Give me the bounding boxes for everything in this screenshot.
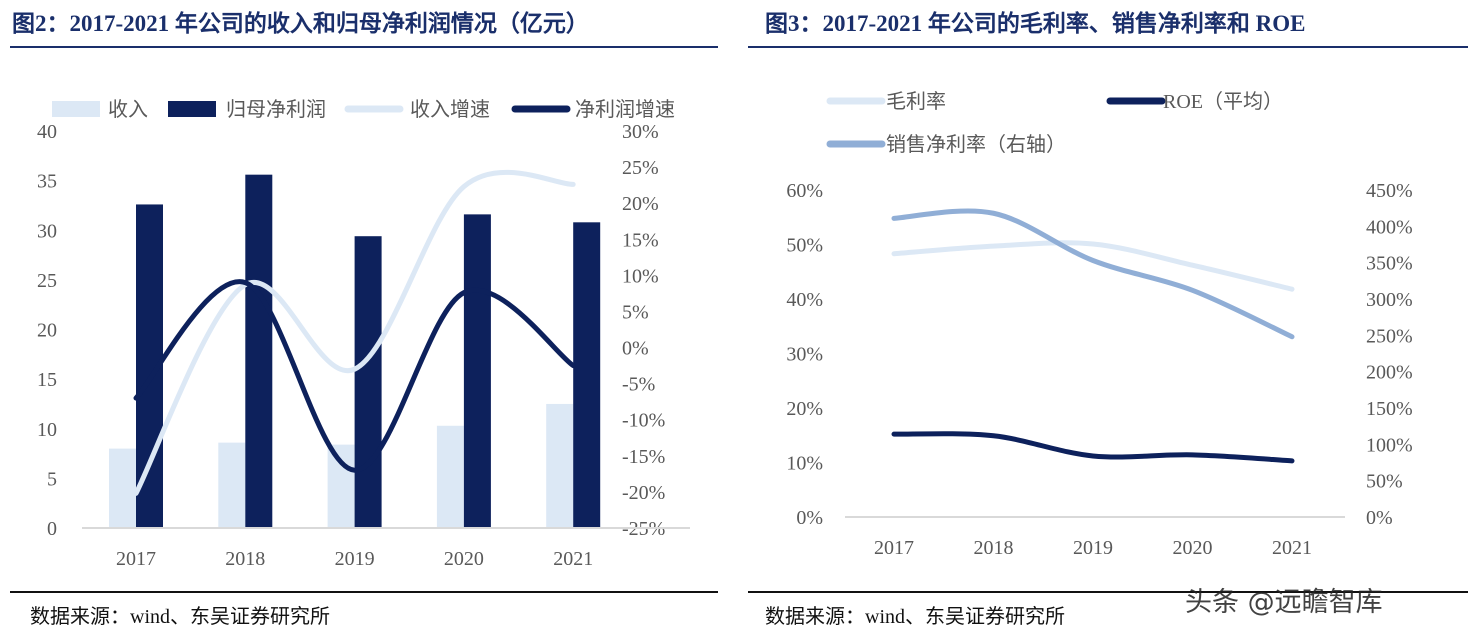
y-right-tick-label: -15% [622, 446, 665, 468]
y-left-tick-label: 0% [796, 507, 823, 529]
legend-swatch [52, 101, 100, 117]
x-tick-label: 2021 [1272, 537, 1312, 559]
y-left-tick-label: 20% [786, 398, 823, 420]
y-right-tick-label: 0% [622, 338, 649, 360]
y-left-tick-label: 30% [786, 344, 823, 366]
y-right-tick-label: 10% [622, 265, 659, 287]
bar-revenue [109, 448, 136, 528]
legend-label: 归母净利润 [226, 98, 326, 121]
y-right-tick-label: 300% [1366, 289, 1413, 311]
y-left-tick-label: 10% [786, 453, 823, 475]
y-left-tick-label: 15 [37, 369, 57, 391]
series-line-2 [133, 169, 576, 496]
y-left-tick-label: 20 [37, 320, 57, 342]
right-source-divider [748, 591, 1468, 593]
left-source-divider [10, 591, 718, 593]
y-right-tick-label: 450% [1366, 180, 1413, 202]
left-title-divider [10, 46, 718, 48]
y-right-tick-label: 250% [1366, 325, 1413, 347]
legend-label: ROE（平均） [1163, 90, 1283, 113]
bar-revenue [436, 425, 464, 528]
y-left-tick-label: 40% [786, 289, 823, 311]
bar-net-profit [245, 174, 273, 529]
series-line-1 [891, 431, 1295, 464]
bar-net-profit [463, 214, 491, 528]
margin-roe-chart: 0% 10% 20% 30% 40% 50% 60% 0% 50% 100% 150% 200% 250… [786, 90, 1412, 559]
y-left-tick-label: 60% [786, 180, 823, 202]
right-chart-title: 图3：2017-2021 年公司的毛利率、销售净利率和 ROE [765, 10, 1306, 36]
y-left-tick-label: 10 [37, 419, 57, 441]
y-right-tick-label: 200% [1366, 362, 1413, 384]
legend-label: 净利润增速 [575, 98, 675, 121]
y-right-tick-label: 150% [1366, 398, 1413, 420]
watermark: 头条 @远瞻智库 [1185, 587, 1383, 618]
y-right-tick-label: -20% [622, 482, 665, 504]
y-right-tick-label: 400% [1366, 216, 1413, 238]
right-title-divider [748, 46, 1468, 48]
legend-label: 收入增速 [410, 98, 490, 121]
y-right-tick-label: 25% [622, 157, 659, 179]
y-right-tick-label: 5% [622, 301, 649, 323]
y-left-tick-label: 50% [786, 235, 823, 257]
y-right-tick-label: 350% [1366, 253, 1413, 275]
x-tick-label: 2021 [553, 548, 593, 570]
x-tick-label: 2018 [225, 548, 265, 570]
left-chart-title: 图2：2017-2021 年公司的收入和归母净利润情况（亿元） [12, 10, 589, 36]
x-tick-label: 2020 [444, 548, 484, 570]
legend-label: 收入 [108, 98, 148, 121]
x-tick-label: 2019 [1073, 537, 1113, 559]
left-source-note: 数据来源：wind、东吴证券研究所 [30, 605, 330, 628]
y-right-tick-label: 50% [1366, 471, 1403, 493]
y-right-tick-label: -5% [622, 374, 655, 396]
bar-revenue [546, 403, 574, 528]
y-left-tick-label: 0 [47, 518, 57, 540]
y-left-tick-label: 40 [37, 121, 57, 143]
series-line-0 [891, 240, 1295, 292]
x-tick-label: 2020 [1173, 537, 1213, 559]
y-left-tick-label: 30 [37, 220, 57, 242]
y-right-tick-label: 30% [622, 121, 659, 143]
revenue-profit-chart: 0510152025303540-25%-20%-15%-10%-5%0%5%1… [37, 98, 690, 570]
bar-revenue [218, 442, 246, 528]
y-left-tick-label: 25 [37, 270, 57, 292]
x-tick-label: 2019 [335, 548, 375, 570]
x-tick-label: 2017 [874, 537, 914, 559]
x-tick-label: 2017 [116, 548, 156, 570]
legend-label: 毛利率 [886, 90, 946, 113]
legend-swatch [168, 101, 216, 117]
y-right-tick-label: 100% [1366, 434, 1413, 456]
bar-net-profit [573, 222, 601, 528]
x-tick-label: 2018 [974, 537, 1014, 559]
bar-revenue [327, 444, 355, 528]
y-left-tick-label: 5 [47, 468, 57, 490]
y-right-tick-label: 15% [622, 229, 659, 251]
legend-label: 销售净利率（右轴） [886, 133, 1066, 156]
bar-net-profit [354, 236, 382, 528]
y-right-tick-label: 0% [1366, 507, 1393, 529]
y-right-tick-label: 20% [622, 193, 659, 215]
y-left-tick-label: 35 [37, 171, 57, 193]
y-right-tick-label: -10% [622, 410, 665, 432]
right-source-note: 数据来源：wind、东吴证券研究所 [765, 605, 1065, 628]
